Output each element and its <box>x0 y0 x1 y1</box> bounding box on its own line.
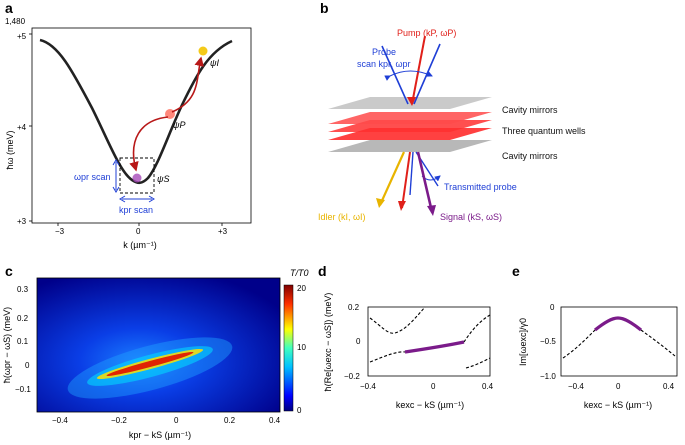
panel-d-upper-branch <box>369 306 426 334</box>
probe-label-line2: scan kpr, ωpr <box>357 59 411 69</box>
psi-i-label: ψI <box>210 58 220 68</box>
panel-e-xtick: 0.4 <box>663 382 675 391</box>
panel-a-ylabel: ħω (meV) <box>5 130 15 169</box>
panel-e-left-branch <box>562 329 596 359</box>
heatmap-background <box>37 278 280 412</box>
transmitted-probe-beam-1 <box>409 151 414 196</box>
panel-d-ytick: 0 <box>356 337 361 346</box>
colorbar-title: T/T0 <box>290 268 309 278</box>
panel-c-xtick: 0.2 <box>224 416 236 425</box>
panel-a-xtick: −3 <box>55 227 65 236</box>
panel-c-ytick: 0.2 <box>17 314 29 323</box>
panel-a-ytick: +3 <box>17 217 27 226</box>
panel-c-xtick: −0.4 <box>52 416 68 425</box>
panel-d-xtick: 0.4 <box>482 382 494 391</box>
colorbar <box>283 284 294 412</box>
panel-d-ylabel: ħ(Re[ωexc − ωS]) (meV) <box>323 293 333 392</box>
dispersion-curve <box>39 38 233 185</box>
idler-beam <box>378 151 406 206</box>
psi-p-label: ψP <box>173 120 186 130</box>
signal-beam <box>416 151 434 213</box>
probe-scan-arc <box>384 70 433 81</box>
cavity-bottom-label: Cavity mirrors <box>502 151 558 161</box>
panel-a-frame <box>31 27 252 224</box>
panel-c-xtick: 0.4 <box>269 416 281 425</box>
transmitted-pump-beam <box>401 151 411 209</box>
scatter-arrow-to-signal <box>129 116 169 172</box>
panel-d-xtick: −0.4 <box>360 382 376 391</box>
idler-label: Idler (kI, ωI) <box>318 212 366 222</box>
scatter-arrow-to-idler <box>171 56 204 113</box>
omega-scan-label: ωpr scan <box>74 172 111 182</box>
panel-c-ytick: 0 <box>25 361 30 370</box>
panel-e-frame <box>560 306 678 377</box>
signal-state-dot <box>132 173 142 183</box>
panel-e-label: e <box>512 263 520 279</box>
panel-c-ylabel: ħ(ωpr − ωS) (meV) <box>2 307 12 383</box>
idler-state-dot <box>198 46 208 56</box>
panel-a-y-top-label: 1,480 <box>5 17 26 26</box>
wells-label: Three quantum wells <box>502 126 586 136</box>
cavity-mirror-bottom <box>328 140 492 152</box>
panel-c-ytick: 0.1 <box>17 337 29 346</box>
panel-e-ytick: 0 <box>550 303 555 312</box>
panel-e-ytick: −0.5 <box>540 337 556 346</box>
panel-a-xlabel: k (µm⁻¹) <box>123 240 156 250</box>
pump-beam <box>411 35 426 105</box>
panel-d-xlabel: kexc − kS (µm⁻¹) <box>396 400 464 410</box>
panel-e-xlabel: kexc − kS (µm⁻¹) <box>584 400 652 410</box>
cavity-mirror-top <box>328 97 492 109</box>
panel-d-ytick: −0.2 <box>344 372 360 381</box>
cavity-top-label: Cavity mirrors <box>502 105 558 115</box>
panel-d-signal-branch <box>404 340 465 354</box>
panel-e-xtick: −0.4 <box>568 382 584 391</box>
panel-c-xlabel: kpr − kS (µm⁻¹) <box>129 430 191 440</box>
colorbar-tick: 0 <box>297 406 302 415</box>
panel-e-signal-branch <box>594 316 642 332</box>
panel-c-ytick: −0.1 <box>15 385 31 394</box>
panel-b-label: b <box>320 0 329 16</box>
panel-c-frame <box>36 277 281 413</box>
colorbar-tick: 20 <box>297 284 306 293</box>
signal-label: Signal (kS, ωS) <box>440 212 502 222</box>
scan-box <box>119 157 155 194</box>
panel-e-ylabel: Im[ωexc]/γ0 <box>518 318 528 366</box>
panel-d-frame <box>367 306 491 377</box>
panel-d-lower-right <box>465 357 491 369</box>
colorbar-tick: 10 <box>297 343 306 352</box>
pump-label: Pump (kP, ωP) <box>397 28 456 38</box>
panel-a-ytick: +4 <box>17 123 27 132</box>
panel-d-upper-right <box>463 314 491 343</box>
quantum-well-1 <box>328 112 492 124</box>
k-scan-label: kpr scan <box>119 205 153 215</box>
panel-a-xtick: +3 <box>218 227 228 236</box>
panel-d-xtick: 0 <box>431 382 436 391</box>
heatmap-peak <box>106 351 194 377</box>
panel-c-xtick: 0 <box>174 416 179 425</box>
panel-d-ytick: 0.2 <box>348 303 360 312</box>
panel-a-xtick: 0 <box>136 227 141 236</box>
panel-e-ytick: −1.0 <box>540 372 556 381</box>
panel-c-ytick: 0.3 <box>17 285 29 294</box>
panel-d-lower-branch-left <box>369 351 406 363</box>
panel-e-xtick: 0 <box>616 382 621 391</box>
probe-label-line1: Probe <box>372 47 396 57</box>
panel-e-right-branch <box>640 329 676 357</box>
panel-c-label: c <box>5 263 13 279</box>
psi-s-label: ψS <box>157 174 170 184</box>
panel-c-xtick: −0.2 <box>111 416 127 425</box>
panel-a-label: a <box>5 0 13 16</box>
panel-d-label: d <box>318 263 327 279</box>
transmitted-label: Transmitted probe <box>444 182 517 192</box>
panel-a-ytick: +5 <box>17 32 27 41</box>
